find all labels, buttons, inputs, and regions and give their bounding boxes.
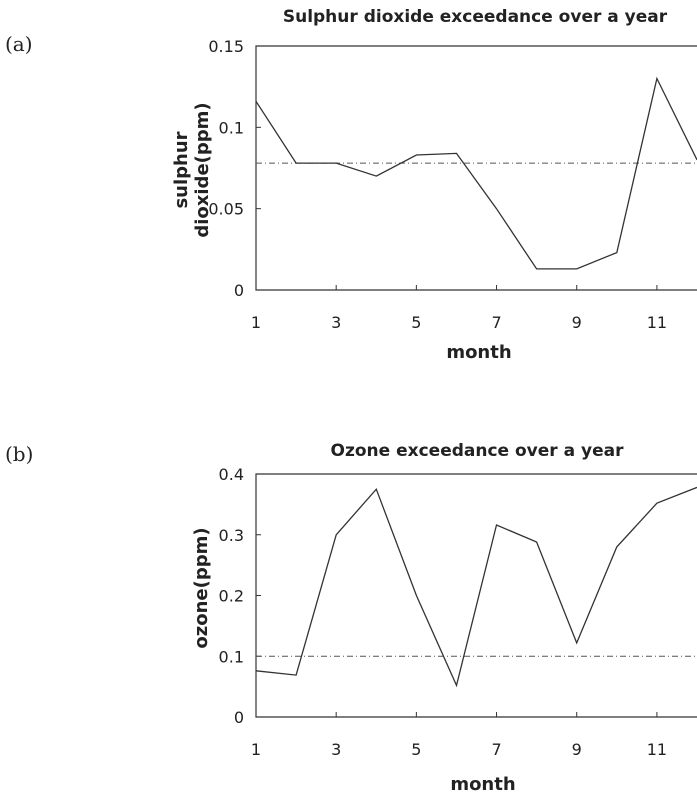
data-point-a bbox=[335, 162, 338, 165]
data-point-a bbox=[615, 251, 618, 254]
x-tick-label-b: 1 bbox=[251, 740, 261, 759]
data-point-a bbox=[495, 207, 498, 210]
x-tick-label-a: 3 bbox=[331, 313, 341, 332]
data-point-a bbox=[655, 77, 658, 80]
data-point-b bbox=[575, 641, 578, 644]
y-tick-label-a: 0.1 bbox=[219, 118, 244, 137]
data-point-a bbox=[255, 100, 258, 103]
y-tick-label-b: 0.4 bbox=[219, 465, 244, 484]
x-tick-label-a: 9 bbox=[572, 313, 582, 332]
x-tick-label-b: 7 bbox=[491, 740, 501, 759]
data-point-a bbox=[415, 153, 418, 156]
data-point-b bbox=[615, 545, 618, 548]
panel-label-a: (a) bbox=[5, 32, 33, 56]
y-tick-label-b: 0.1 bbox=[219, 647, 244, 666]
axes-frame-b bbox=[255, 473, 697, 718]
y-tick-label-a: 0.15 bbox=[208, 37, 244, 56]
y-tick-label-b: 0.3 bbox=[219, 526, 244, 545]
data-point-b bbox=[655, 502, 658, 505]
x-axis-label-b: month bbox=[450, 774, 515, 795]
y-axis-label-a-line-1: sulphur bbox=[171, 131, 192, 208]
x-tick-label-b: 5 bbox=[411, 740, 421, 759]
data-point-b bbox=[255, 669, 258, 672]
data-point-b bbox=[535, 541, 538, 544]
panel-b: (b) Ozone exceedance over a year ozone(p… bbox=[5, 441, 697, 795]
y-axis-label-a-line-2: dioxide(ppm) bbox=[192, 102, 213, 237]
y-tick-label-a: 0.05 bbox=[208, 200, 244, 219]
x-tick-label-b: 9 bbox=[572, 740, 582, 759]
data-point-b bbox=[375, 488, 378, 491]
data-point-b bbox=[495, 524, 498, 527]
data-point-a bbox=[295, 162, 298, 165]
chart-title-a: Sulphur dioxide exceedance over a year bbox=[283, 7, 668, 27]
axes-frame-a bbox=[255, 45, 697, 291]
x-tick-label-a: 5 bbox=[411, 313, 421, 332]
plot-area-a: 0 0.05 0.1 0.15 1 3 5 7 9 11 bbox=[208, 37, 697, 332]
y-tick-label-a: 0 bbox=[234, 281, 244, 300]
panel-a: (a) Sulphur dioxide exceedance over a ye… bbox=[5, 7, 697, 363]
x-tick-label-a: 1 bbox=[251, 313, 261, 332]
data-point-a bbox=[455, 152, 458, 155]
series-line-b bbox=[255, 486, 697, 688]
y-tick-label-b: 0.2 bbox=[219, 587, 244, 606]
y-tick-label-b: 0 bbox=[234, 708, 244, 727]
data-point-b bbox=[295, 674, 298, 677]
data-point-b bbox=[415, 594, 418, 597]
plot-area-b: 0 0.1 0.2 0.3 0.4 1 3 5 7 9 11 bbox=[219, 465, 697, 759]
data-point-b bbox=[335, 533, 338, 536]
chart-title-b: Ozone exceedance over a year bbox=[331, 441, 625, 461]
x-tick-label-b: 3 bbox=[331, 740, 341, 759]
data-point-a bbox=[375, 175, 378, 178]
data-point-b bbox=[455, 684, 458, 687]
x-axis-label-a: month bbox=[446, 342, 511, 363]
series-line-a bbox=[255, 76, 697, 270]
y-axis-label-b: ozone(ppm) bbox=[191, 527, 212, 648]
x-tick-label-a: 7 bbox=[491, 313, 501, 332]
data-point-a bbox=[535, 267, 538, 270]
x-tick-label-b: 11 bbox=[647, 740, 667, 759]
panel-label-b: (b) bbox=[5, 442, 33, 466]
x-tick-label-a: 11 bbox=[647, 313, 667, 332]
data-point-a bbox=[575, 267, 578, 270]
